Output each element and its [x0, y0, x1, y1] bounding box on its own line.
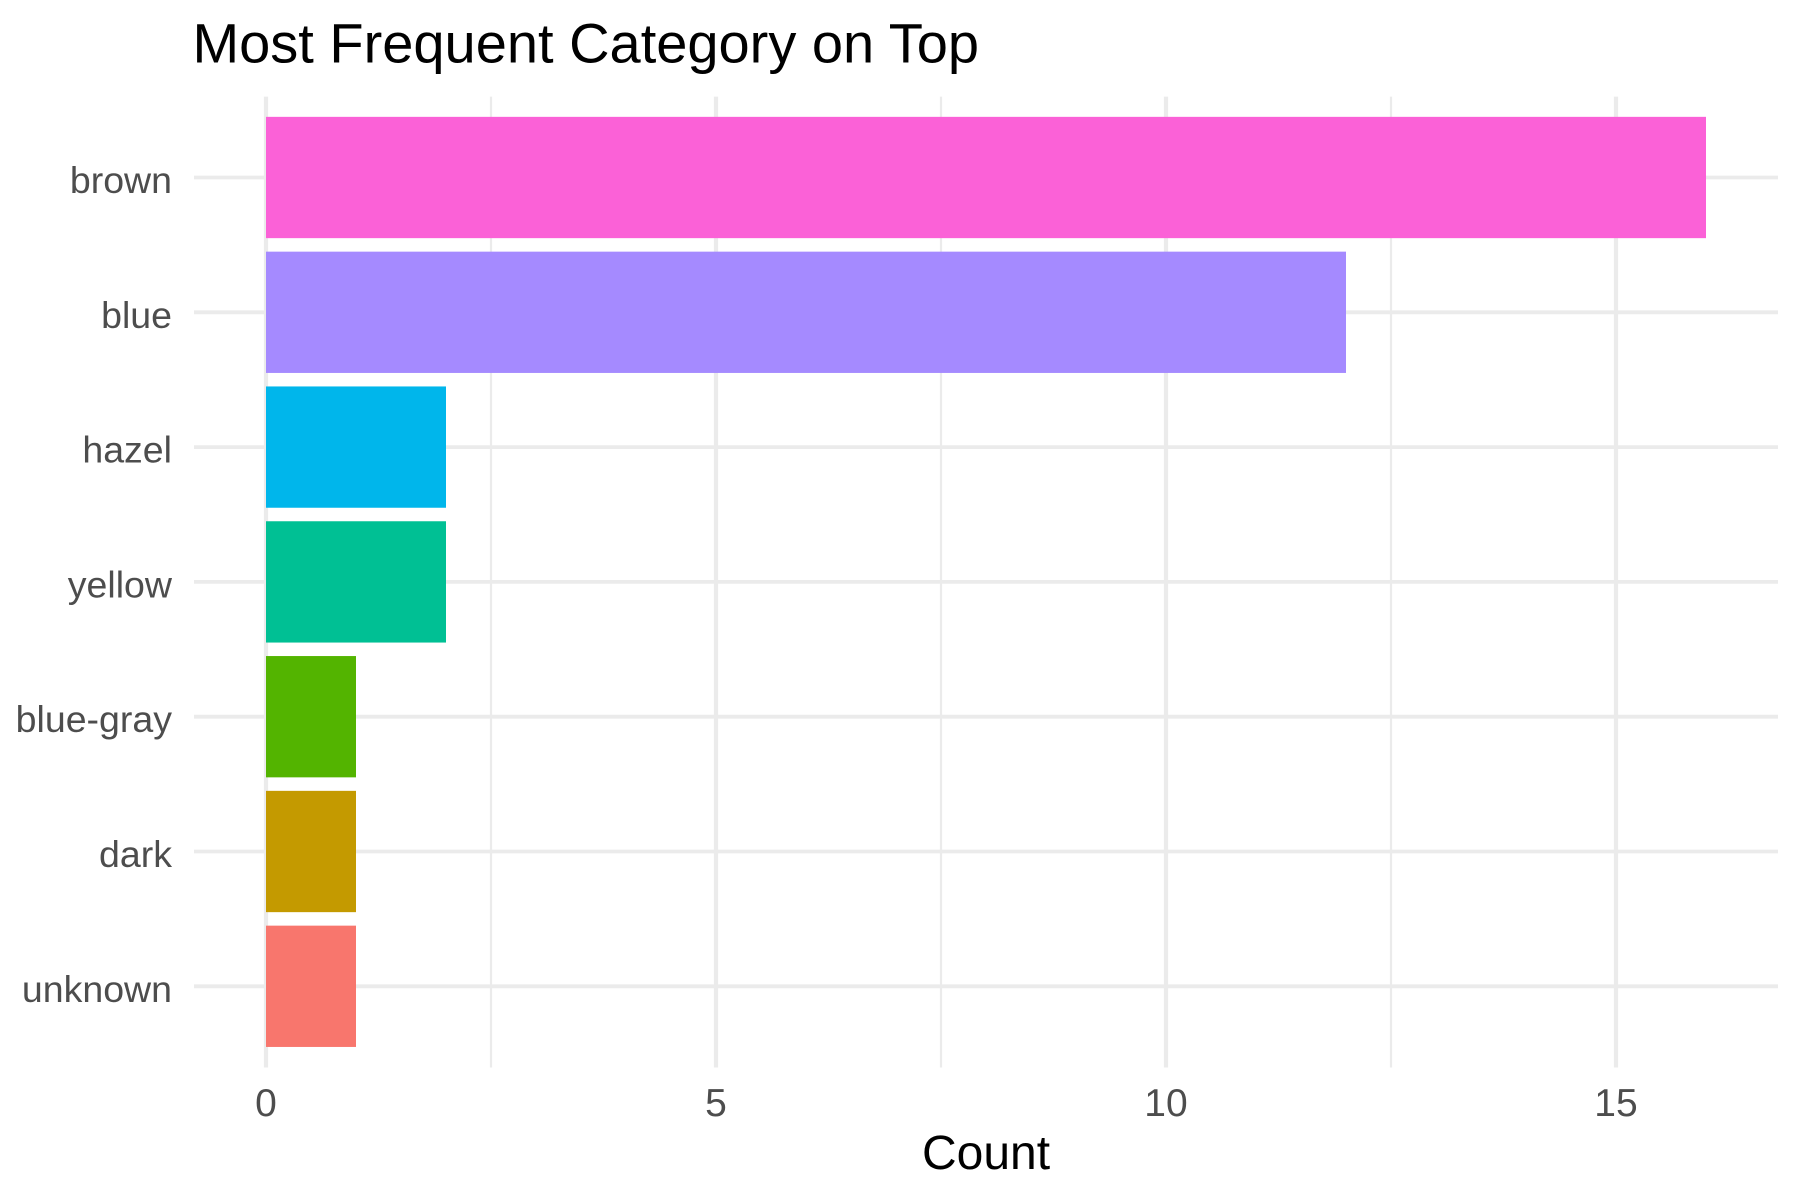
svg-text:Most Frequent Category on Top: Most Frequent Category on Top [193, 12, 980, 75]
svg-text:5: 5 [705, 1082, 727, 1125]
svg-text:unknown: unknown [22, 968, 172, 1010]
svg-text:hazel: hazel [82, 429, 172, 471]
svg-text:10: 10 [1144, 1082, 1187, 1125]
svg-text:brown: brown [70, 159, 172, 201]
svg-text:Count: Count [922, 1127, 1050, 1180]
svg-text:dark: dark [99, 833, 172, 875]
svg-text:blue-gray: blue-gray [16, 698, 173, 740]
svg-text:yellow: yellow [68, 563, 173, 605]
svg-text:blue: blue [101, 294, 172, 336]
svg-text:15: 15 [1594, 1082, 1637, 1125]
svg-text:0: 0 [255, 1082, 277, 1125]
